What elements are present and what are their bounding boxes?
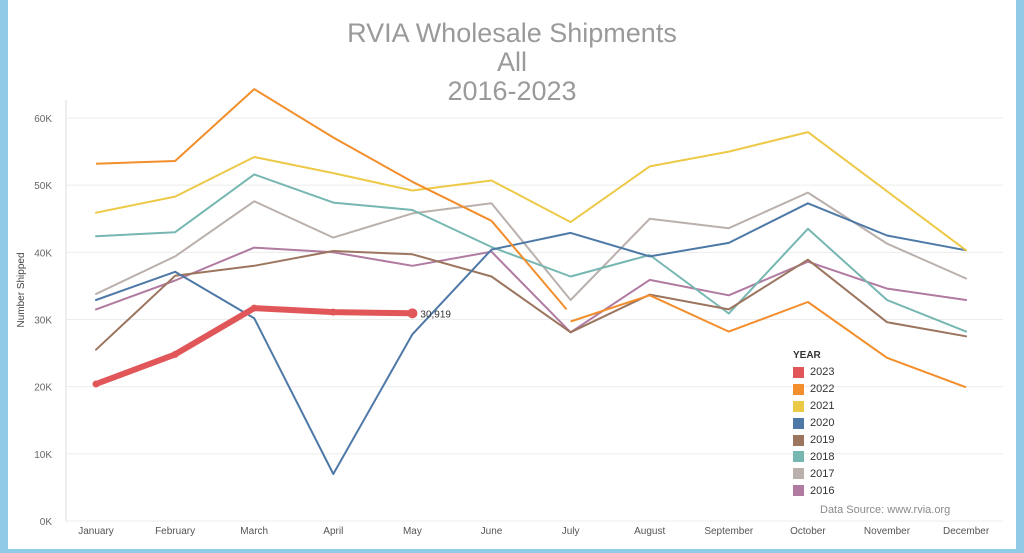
legend-item-2022[interactable]: 2022 [793, 381, 834, 398]
x-tick-label: August [634, 526, 665, 537]
legend: YEAR 2023 2022 2021 2020 2019 2018 2017 2016 [793, 350, 834, 499]
legend-item-2020[interactable]: 2020 [793, 415, 834, 432]
x-tick-label: March [240, 526, 268, 537]
y-axis-title: Number Shipped [16, 252, 27, 327]
series-line-2021 [95, 131, 968, 252]
legend-label: 2020 [810, 417, 835, 430]
legend-label: 2016 [810, 484, 835, 497]
legend-label: 2019 [810, 434, 835, 446]
series-line-2019 [95, 250, 968, 351]
y-tick-label: 60K [34, 114, 52, 125]
legend-label: 2021 [810, 400, 835, 413]
series-line-2017 [95, 191, 968, 301]
x-tick-label: October [790, 526, 826, 537]
y-tick-label: 0K [40, 517, 53, 528]
data-point-2023 [92, 380, 100, 388]
y-tick-label: 30K [34, 316, 52, 327]
legend-swatch [793, 366, 804, 378]
x-tick-label: January [78, 526, 114, 537]
x-tick-label: May [403, 526, 422, 537]
legend-label: 2023 [810, 366, 835, 379]
legend-label: 2022 [810, 383, 835, 396]
x-tick-label: February [155, 526, 195, 537]
x-tick-label: November [864, 526, 911, 537]
chart-title-line-2: All [496, 47, 527, 77]
legend-item-2019[interactable]: 2019 [793, 432, 834, 449]
legend-label: 2017 [810, 467, 835, 480]
legend-item-2023[interactable]: 2023 [793, 364, 834, 381]
legend-swatch [793, 383, 804, 395]
legend-swatch [793, 485, 804, 497]
legend-label: 2018 [810, 450, 835, 463]
data-point-2023 [171, 350, 179, 358]
x-tick-label: June [481, 526, 503, 537]
legend-swatch [793, 417, 804, 429]
legend-item-2021[interactable]: 2021 [793, 398, 834, 415]
legend-swatch [793, 400, 804, 412]
series-line-2022-tail [570, 294, 967, 389]
y-tick-label: 50K [34, 181, 52, 192]
data-point-2023 [407, 308, 418, 319]
legend-title: YEAR [793, 350, 821, 361]
data-label-2023-may: 30,919 [420, 309, 451, 320]
legend-swatch [793, 434, 804, 446]
legend-item-2017[interactable]: 2017 [793, 465, 834, 482]
chart-title-line-3: 2016-2023 [447, 76, 577, 106]
y-tick-label: 40K [34, 248, 52, 259]
series-line-2018 [95, 173, 968, 333]
y-tick-label: 20K [34, 383, 52, 394]
series-line-2020 [95, 202, 968, 475]
y-tick-label: 10K [34, 450, 52, 461]
chart-title-line-1: RVIA Wholesale Shipments [347, 18, 677, 48]
legend-item-2016[interactable]: 2016 [793, 482, 834, 499]
x-tick-label: April [323, 526, 343, 537]
x-tick-label: September [704, 526, 754, 537]
data-source-note: Data Source: www.rvia.org [820, 504, 951, 516]
data-point-2023 [250, 304, 258, 312]
series-line-2022-drop [490, 220, 568, 311]
legend-item-2018[interactable]: 2018 [793, 448, 834, 465]
series-line-2022 [95, 88, 492, 222]
series-line-2016 [95, 246, 968, 334]
legend-swatch [793, 451, 804, 463]
x-tick-label: July [562, 526, 580, 537]
data-point-2023 [329, 308, 337, 316]
x-tick-label: December [943, 526, 990, 537]
legend-swatch [793, 468, 804, 480]
